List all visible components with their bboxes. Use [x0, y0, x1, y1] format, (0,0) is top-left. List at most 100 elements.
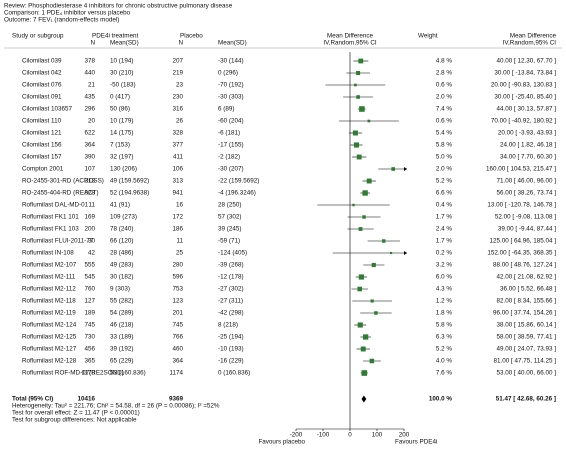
- mean-sd-placebo: -16 (229): [218, 358, 244, 365]
- n-treatment: 200: [84, 226, 95, 233]
- mean-sd-placebo: -12 (178): [218, 274, 244, 281]
- total-weight: 100.0 %: [429, 396, 453, 403]
- study-name: Roflumilast M2-127: [22, 346, 77, 353]
- study-name: Roflumilast M2-112: [22, 286, 76, 293]
- mean-sd-placebo: 0 (296): [218, 70, 238, 77]
- study-name: Cilomilast 091: [22, 94, 62, 101]
- weight: 2.0 %: [436, 166, 453, 173]
- x-tick-label: 200: [399, 432, 410, 439]
- subgroup-test: Test for subgroup differences: Not appli…: [12, 417, 137, 424]
- n-treatment: 1178: [81, 370, 95, 377]
- n-placebo: 745: [172, 322, 183, 329]
- column-header: Weight: [418, 33, 438, 40]
- ci-arrow: [404, 251, 407, 255]
- effect-box: [360, 346, 366, 352]
- mean-sd-treatment: 53 (160.836): [110, 370, 146, 377]
- mean-sd-treatment: 50 (86): [110, 106, 130, 113]
- study-name: Roflumilast IN-108: [22, 250, 74, 257]
- effect-box: [369, 358, 375, 364]
- x-tick-label: -200: [290, 432, 303, 439]
- n-placebo: 460: [172, 346, 183, 353]
- mean-difference: 20.00 [ -3.93, 43.93 ]: [498, 130, 556, 137]
- n-treatment: 928: [84, 190, 95, 197]
- mean-sd-placebo: -39 (268): [218, 262, 244, 269]
- weight: 5.2 %: [436, 178, 453, 185]
- mean-difference: 42.00 [ 21.08, 62.92 ]: [496, 274, 556, 281]
- study-name: Roflumilast M2-119: [22, 310, 76, 317]
- effect-box: [359, 106, 365, 112]
- weight: 5.8 %: [436, 142, 453, 149]
- mean-difference: 39.00 [ -9.44, 87.44 ]: [498, 226, 556, 233]
- mean-difference: 81.00 [ 47.75, 114.25 ]: [493, 358, 556, 365]
- plot-area: [317, 58, 407, 376]
- n-placebo: 766: [172, 334, 183, 341]
- study-name: Roflumilast M2-118: [22, 298, 76, 305]
- mean-sd-treatment: 78 (240): [110, 226, 133, 233]
- weight: 1.2 %: [436, 298, 453, 305]
- weight: 0.4 %: [436, 202, 453, 209]
- study-name: Roflumilast FK1 101: [22, 214, 79, 221]
- weight: 5.4 %: [436, 130, 453, 137]
- mean-difference: 96.00 [ 37.74, 154.26 ]: [493, 310, 556, 317]
- n-treatment: 545: [84, 274, 95, 281]
- n-placebo: 219: [172, 70, 183, 77]
- n-treatment: 745: [84, 322, 95, 329]
- mean-sd-treatment: 52 (194.9638): [110, 190, 149, 197]
- n-treatment: 622: [84, 130, 95, 137]
- effect-box: [382, 239, 386, 243]
- mean-sd-treatment: 10 (194): [110, 58, 133, 65]
- effect-box: [391, 167, 396, 171]
- n-placebo: 106: [172, 166, 183, 173]
- mean-sd-placebo: -70 (192): [218, 82, 244, 89]
- mean-difference: 52.00 [ -9.08, 113.08 ]: [495, 214, 556, 221]
- n-placebo: 411: [173, 154, 184, 161]
- comparison: Comparison: 1 PDE₄ inhibitor versus plac…: [4, 10, 131, 17]
- study-name: Roflumilast M2-125: [22, 334, 77, 341]
- mean-sd-treatment: 9 (303): [110, 286, 130, 293]
- effect-box: [353, 142, 360, 148]
- column-header: Mean Difference: [327, 33, 374, 40]
- n-placebo: 364: [172, 358, 183, 365]
- n-placebo: 207: [172, 58, 183, 65]
- mean-sd-placebo: 28 (250): [218, 202, 241, 209]
- mean-sd-treatment: 39 (192): [110, 346, 133, 353]
- effect-box: [356, 154, 362, 160]
- n-placebo: 172: [172, 214, 183, 221]
- study-name: Roflumilast DAL-MD-01: [22, 202, 89, 209]
- mean-sd-treatment: 0 (417): [110, 94, 130, 101]
- effect-box: [357, 286, 363, 292]
- study-name: Compton 2001: [22, 166, 64, 173]
- mean-sd-treatment: 66 (120): [110, 238, 133, 245]
- n-placebo: 941: [172, 190, 183, 197]
- effect-box: [363, 334, 369, 340]
- mean-sd-placebo: -10 (193): [218, 346, 244, 353]
- mean-sd-treatment: 7 (153): [110, 142, 130, 149]
- n-placebo: 123: [172, 298, 183, 305]
- mean-sd-treatment: 14 (175): [110, 130, 133, 137]
- mean-difference: 88.00 [ 48.76, 127.24 ]: [493, 262, 556, 269]
- total-n-treatment: 10416: [77, 396, 95, 403]
- effect-box: [358, 227, 363, 231]
- mean-difference: 58.00 [ 38.59, 77.41 ]: [496, 334, 556, 341]
- n-treatment: 42: [88, 250, 96, 257]
- effect-box: [362, 215, 366, 219]
- effect-box: [358, 274, 364, 280]
- weight: 5.0 %: [436, 154, 453, 161]
- mean-difference: 152.00 [ -64.35, 368.35 ]: [487, 250, 556, 257]
- heterogeneity: Heterogeneity: Tau² = 221.76; Chi² = 54.…: [12, 403, 220, 410]
- study-name: Roflumilast ROF-MD-07(RE2SOND): [22, 370, 124, 377]
- x-tick-label: 0: [348, 432, 352, 439]
- n-placebo: 1174: [169, 370, 183, 377]
- outcome: Outcome: 7 FEV₁ (random-effects model): [4, 17, 119, 24]
- x-label-left: Favours placebo: [258, 439, 305, 446]
- column-header: N: [178, 40, 183, 47]
- ci-arrow: [404, 167, 407, 171]
- mean-sd-treatment: 30 (210): [110, 70, 133, 77]
- total-label: Total (95% CI): [12, 396, 53, 403]
- effect-box: [371, 262, 376, 268]
- mean-sd-placebo: -42 (298): [218, 310, 244, 317]
- mean-sd-treatment: 30 (182): [110, 274, 133, 281]
- study-name: RO-2455-404-RD (REACT): [22, 190, 99, 197]
- mean-sd-treatment: 32 (197): [110, 154, 133, 161]
